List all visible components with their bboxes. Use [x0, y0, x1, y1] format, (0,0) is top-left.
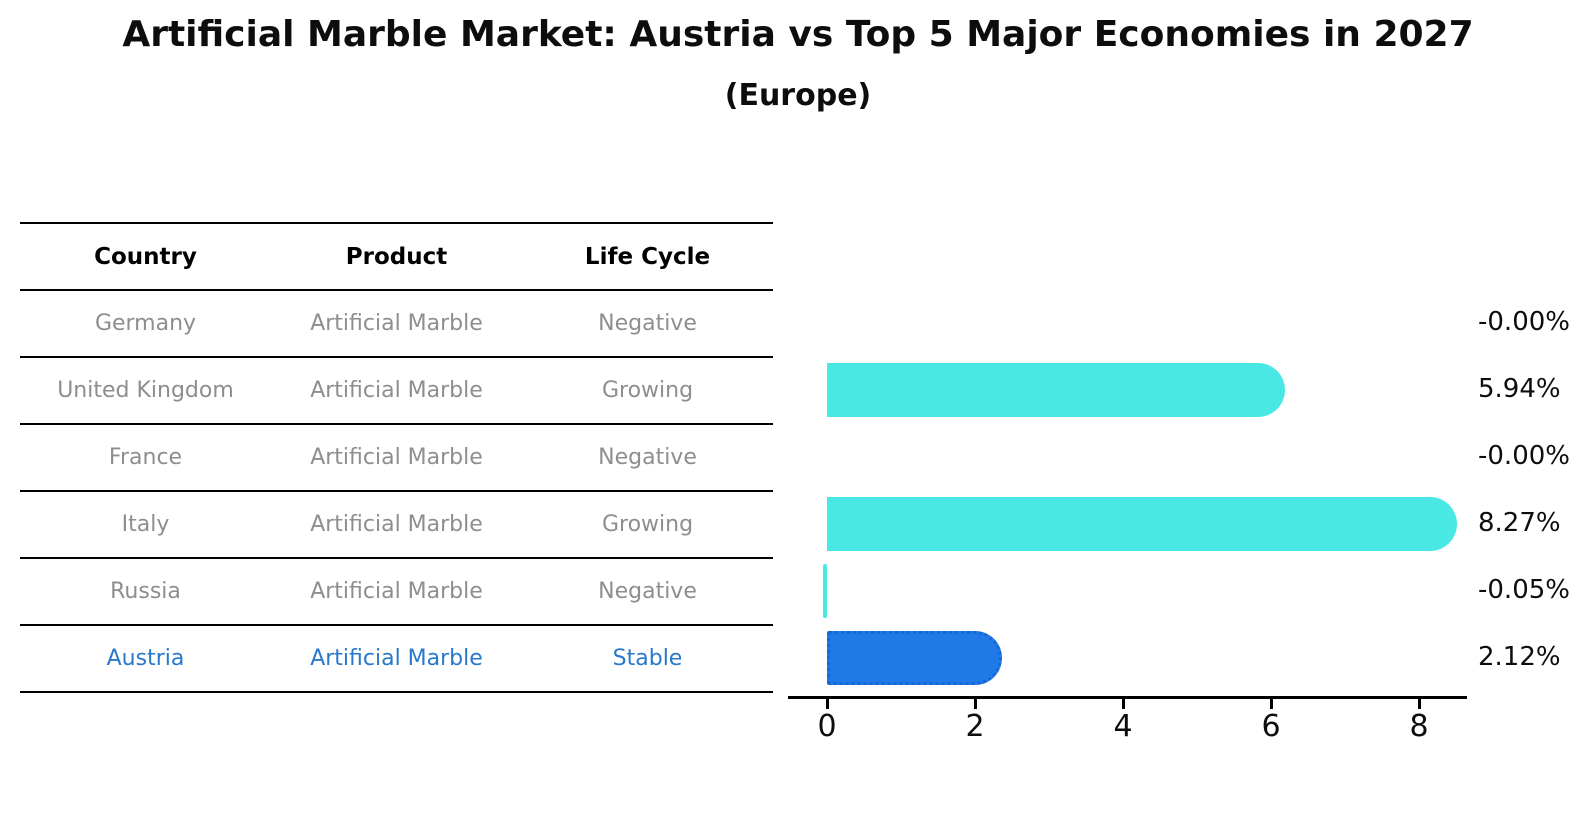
cell-life-cycle: Stable — [612, 646, 683, 671]
column-header-product: Product — [345, 243, 448, 270]
x-tick-label: 2 — [965, 709, 985, 744]
value-label-france: -0.00% — [1478, 441, 1570, 471]
bar-row — [827, 356, 1467, 423]
cell-country: Russia — [110, 579, 181, 604]
table-row: Russia Artificial Marble Negative — [20, 559, 773, 626]
chart-subtitle: (Europe) — [724, 78, 872, 113]
bar-austria — [827, 630, 1002, 685]
bar-row — [827, 490, 1467, 557]
cell-life-cycle: Negative — [598, 579, 697, 604]
x-tick-mark — [826, 699, 829, 709]
cell-product: Artificial Marble — [310, 311, 483, 336]
x-tick-mark — [974, 699, 977, 709]
table-row: Germany Artificial Marble Negative — [20, 291, 773, 358]
column-header-country: Country — [94, 243, 197, 270]
x-tick-mark — [1122, 699, 1125, 709]
cell-product: Artificial Marble — [310, 445, 483, 470]
bar-row — [827, 423, 1467, 490]
bar-united-kingdom — [827, 362, 1285, 417]
x-tick-label: 8 — [1409, 709, 1429, 744]
table-row: Italy Artificial Marble Growing — [20, 492, 773, 559]
cell-product: Artificial Marble — [310, 378, 483, 403]
x-tick-label: 4 — [1113, 709, 1133, 744]
cell-product: Artificial Marble — [310, 646, 483, 671]
table-row: United Kingdom Artificial Marble Growing — [20, 358, 773, 425]
value-labels: -0.00% 5.94% -0.00% 8.27% -0.05% 2.12% — [1478, 289, 1596, 691]
bar-russia — [823, 563, 827, 618]
bar-row — [823, 557, 1467, 624]
cell-life-cycle: Growing — [601, 512, 694, 537]
column-header-life-cycle: Life Cycle — [584, 243, 711, 270]
x-tick-mark — [1418, 699, 1421, 709]
cell-product: Artificial Marble — [310, 512, 483, 537]
cell-country: Austria — [106, 646, 185, 671]
cell-country: United Kingdom — [57, 378, 234, 403]
x-tick-mark — [1270, 699, 1273, 709]
x-axis-line — [788, 696, 1467, 699]
cell-product: Artificial Marble — [310, 579, 483, 604]
cell-country: Italy — [121, 512, 170, 537]
x-tick-label: 0 — [817, 709, 837, 744]
country-table: Country Product Life Cycle Germany Artif… — [20, 222, 773, 693]
x-tick-label: 6 — [1261, 709, 1281, 744]
value-label-austria: 2.12% — [1478, 642, 1561, 672]
cell-life-cycle: Growing — [601, 378, 694, 403]
table-row: France Artificial Marble Negative — [20, 425, 773, 492]
table-header-row: Country Product Life Cycle — [20, 224, 773, 291]
cell-country: Germany — [94, 311, 197, 336]
cell-life-cycle: Negative — [598, 311, 697, 336]
cell-country: France — [108, 445, 183, 470]
bar-row — [827, 289, 1467, 356]
value-label-russia: -0.05% — [1478, 575, 1570, 605]
bar-italy — [827, 496, 1457, 551]
table-row-austria: Austria Artificial Marble Stable — [20, 626, 773, 693]
value-label-germany: -0.00% — [1478, 307, 1570, 337]
cell-life-cycle: Negative — [598, 445, 697, 470]
chart-title: Artificial Marble Market: Austria vs Top… — [122, 14, 1474, 55]
value-label-italy: 8.27% — [1478, 508, 1561, 538]
bar-plot-area — [823, 289, 1467, 691]
bar-row — [827, 624, 1467, 691]
value-label-united-kingdom: 5.94% — [1478, 374, 1561, 404]
